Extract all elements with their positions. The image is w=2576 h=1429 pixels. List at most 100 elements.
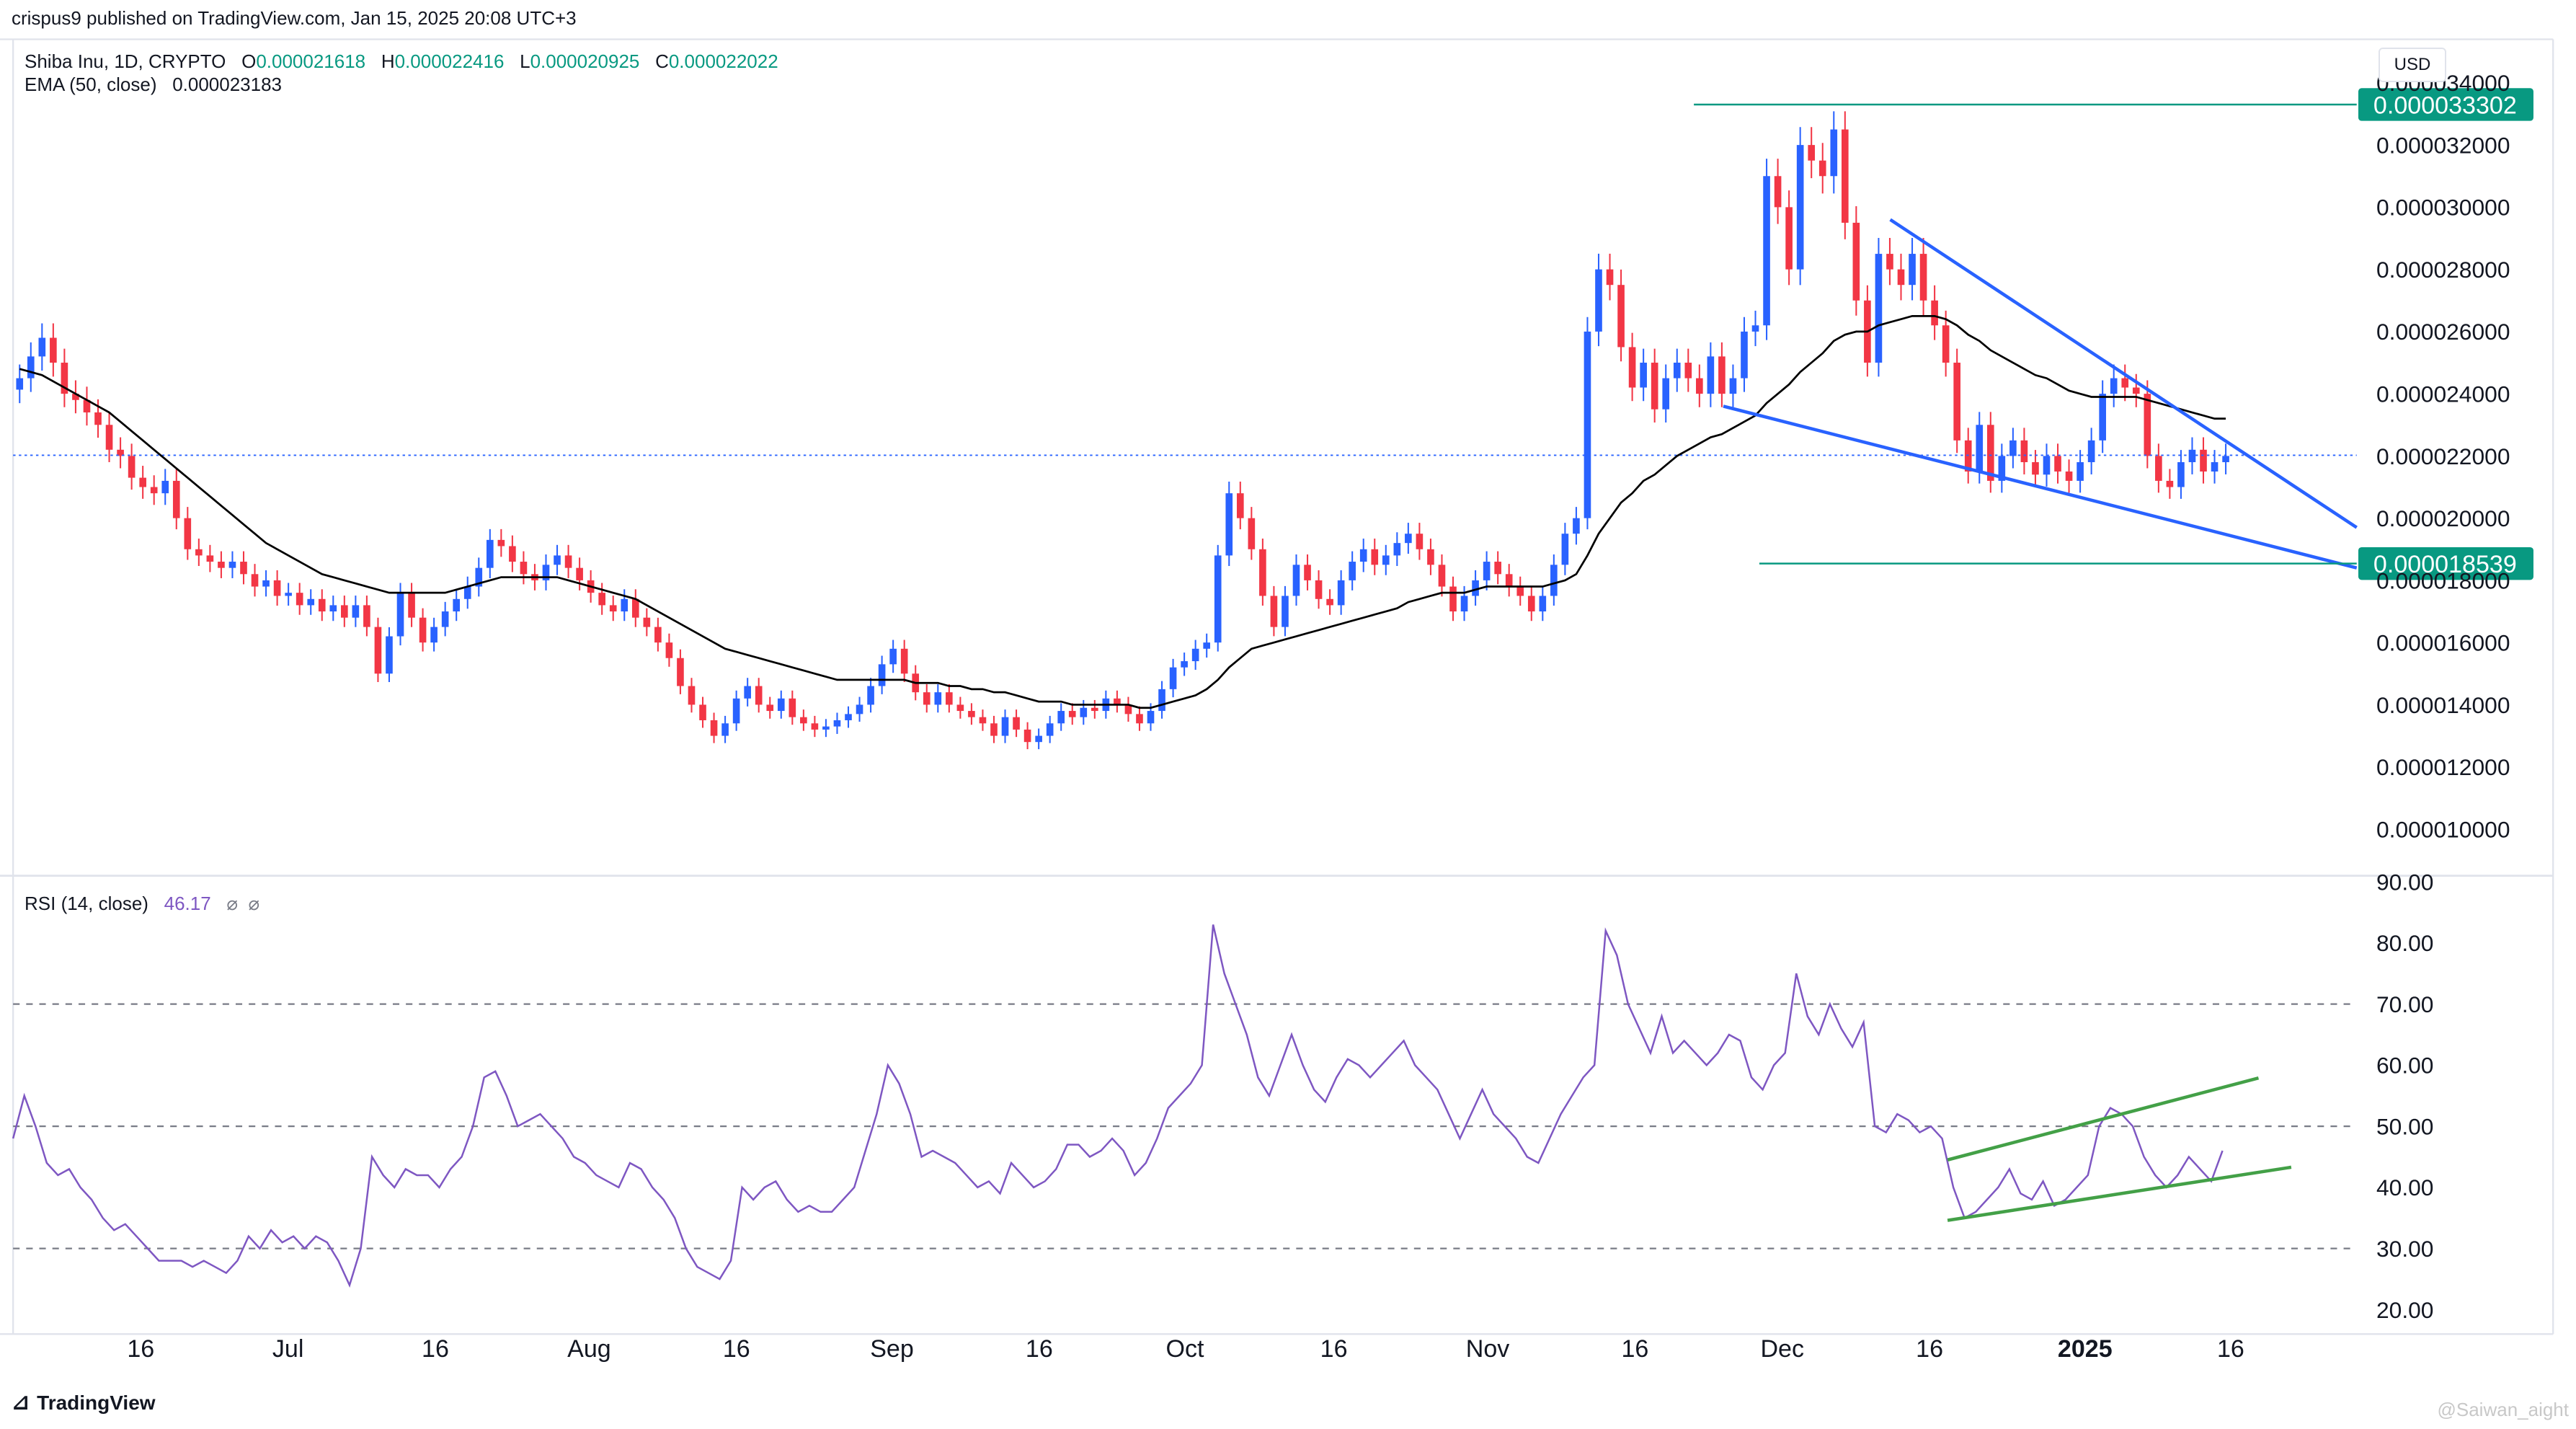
low-value: 0.000020925 bbox=[530, 50, 640, 72]
candle bbox=[654, 617, 662, 652]
ema-value: 0.000023183 bbox=[172, 74, 283, 95]
candle bbox=[27, 342, 35, 392]
price-tick-label: 0.000028000 bbox=[2376, 257, 2510, 283]
candle bbox=[105, 412, 113, 463]
candle bbox=[900, 640, 908, 682]
publish-info: crispus9 published on TradingView.com, J… bbox=[12, 7, 577, 29]
candle bbox=[1023, 722, 1031, 750]
candle bbox=[1259, 539, 1266, 606]
price-tick-label: 0.000032000 bbox=[2376, 132, 2510, 158]
close-value: 0.000022022 bbox=[668, 50, 778, 72]
candle bbox=[2099, 380, 2106, 454]
tradingview-brand[interactable]: ⊿ TradingView bbox=[12, 1390, 156, 1415]
candle bbox=[497, 528, 505, 557]
brand-name: TradingView bbox=[37, 1391, 156, 1414]
candle bbox=[946, 683, 953, 713]
close-label: C bbox=[655, 50, 669, 72]
ema-label: EMA (50, close) bbox=[25, 74, 157, 95]
candle bbox=[721, 715, 729, 743]
candle bbox=[1214, 544, 1222, 652]
candle bbox=[1326, 589, 1333, 615]
candle bbox=[1057, 703, 1065, 731]
time-tick-label: 16 bbox=[1916, 1335, 1943, 1363]
level-label-box bbox=[2358, 88, 2533, 121]
candle bbox=[576, 557, 583, 590]
candle bbox=[665, 633, 673, 667]
candle bbox=[1729, 364, 1737, 407]
candle bbox=[218, 551, 225, 578]
candle bbox=[542, 554, 550, 590]
candle bbox=[833, 712, 841, 734]
candle bbox=[1931, 285, 1938, 340]
candle bbox=[273, 570, 281, 606]
candle bbox=[329, 596, 337, 621]
candle bbox=[732, 690, 740, 731]
candle bbox=[128, 443, 136, 490]
visibility-icon[interactable]: ⌀ bbox=[248, 893, 260, 914]
symbol-legend: Shiba Inu, 1D, CRYPTO O0.000021618 H0.00… bbox=[25, 50, 778, 73]
candle bbox=[1236, 482, 1244, 530]
candle bbox=[172, 469, 180, 530]
candle bbox=[2065, 459, 2073, 493]
visibility-icon[interactable]: ⌀ bbox=[226, 893, 239, 914]
candle bbox=[486, 528, 494, 578]
candle bbox=[1337, 570, 1345, 615]
candle bbox=[677, 649, 684, 694]
candle bbox=[352, 596, 360, 627]
candle bbox=[688, 678, 696, 713]
candle bbox=[206, 544, 214, 572]
price-tick-label: 0.000030000 bbox=[2376, 195, 2510, 221]
price-tick-label: 0.000010000 bbox=[2376, 816, 2510, 842]
rsi-value: 46.17 bbox=[164, 893, 211, 914]
candle bbox=[1001, 709, 1009, 743]
candle bbox=[1818, 143, 1826, 194]
candle bbox=[117, 437, 124, 469]
ema-line bbox=[19, 314, 2226, 709]
candle bbox=[789, 690, 796, 725]
rsi-tick-label: 20.00 bbox=[2376, 1297, 2434, 1323]
rsi-tick-label: 80.00 bbox=[2376, 930, 2434, 956]
candle bbox=[631, 589, 639, 627]
candle bbox=[1696, 364, 1703, 407]
candle bbox=[72, 380, 79, 414]
time-tick-label: 16 bbox=[723, 1335, 750, 1363]
candle bbox=[2200, 437, 2207, 484]
price-tick-label: 0.000016000 bbox=[2376, 630, 2510, 656]
candle bbox=[643, 608, 651, 637]
candle bbox=[161, 469, 169, 505]
candle bbox=[1472, 570, 1479, 606]
candle bbox=[1068, 703, 1076, 725]
candle bbox=[463, 576, 471, 609]
candle bbox=[766, 696, 774, 719]
candle bbox=[1595, 253, 1602, 347]
time-tick-label: 16 bbox=[127, 1335, 154, 1363]
candle bbox=[956, 696, 964, 719]
candle bbox=[453, 589, 461, 621]
candle bbox=[2020, 428, 2028, 474]
watermark: @Saiwan_aight bbox=[2437, 1399, 2569, 1420]
candle bbox=[699, 696, 706, 728]
rsi-label: RSI (14, close) bbox=[25, 893, 148, 914]
time-tick-label: Aug bbox=[567, 1335, 611, 1363]
candle bbox=[240, 551, 247, 585]
candle bbox=[934, 683, 942, 713]
candle bbox=[1763, 159, 1770, 340]
candle bbox=[1919, 237, 1927, 316]
candle bbox=[564, 544, 572, 578]
wedge-trendline bbox=[1889, 218, 2358, 529]
candle bbox=[1617, 269, 1625, 362]
price-tick-label: 0.000014000 bbox=[2376, 692, 2510, 718]
candle bbox=[475, 557, 483, 597]
rsi-tick-label: 30.00 bbox=[2376, 1236, 2434, 1262]
candle bbox=[262, 570, 270, 597]
candle bbox=[2110, 364, 2118, 407]
candle bbox=[867, 678, 874, 713]
currency-selector[interactable]: USD bbox=[2379, 48, 2446, 82]
candle bbox=[777, 690, 785, 719]
candle bbox=[1483, 551, 1491, 590]
candle bbox=[1035, 728, 1042, 750]
time-tick-label: Jul bbox=[272, 1335, 304, 1363]
candle bbox=[1292, 554, 1300, 606]
candle bbox=[710, 712, 718, 743]
